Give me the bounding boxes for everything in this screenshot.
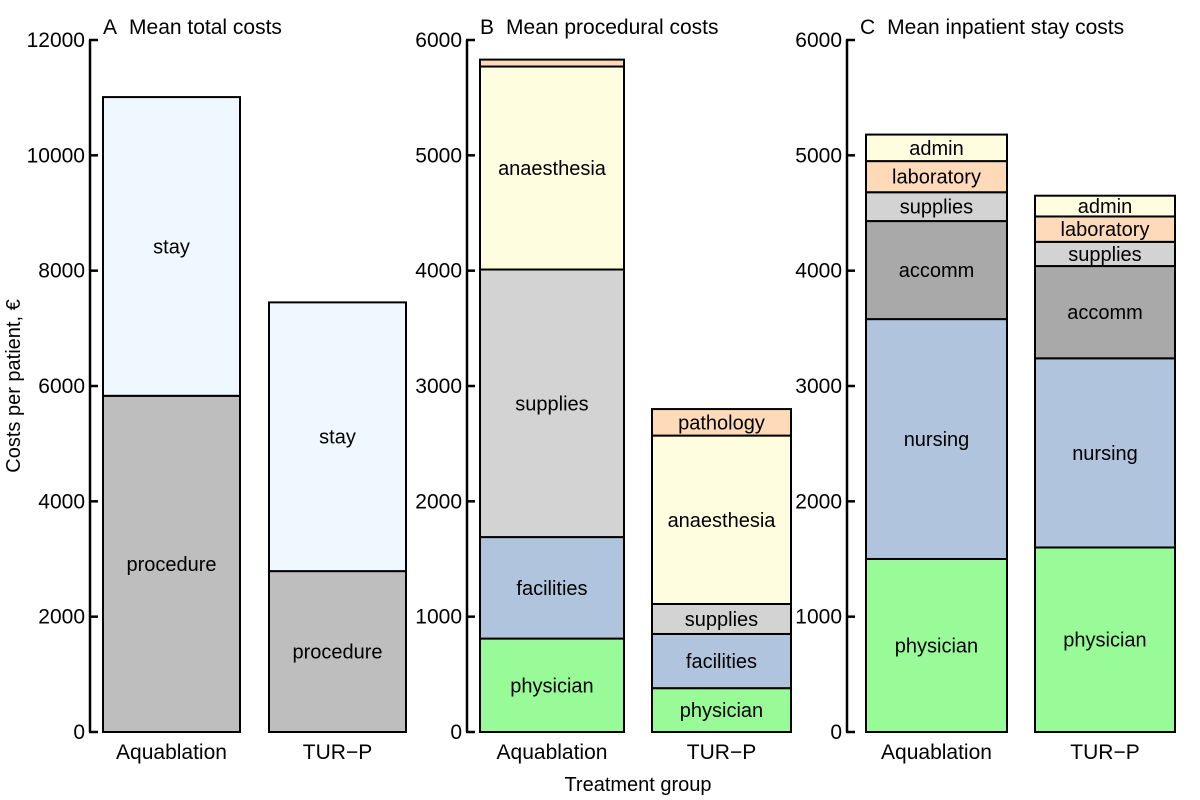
segment-label: supplies xyxy=(515,393,588,415)
y-tick-label: 1000 xyxy=(415,606,462,629)
segment-label: accomm xyxy=(899,260,975,282)
segment-label: laboratory xyxy=(1061,219,1150,241)
panel-letter: C xyxy=(860,16,875,39)
segment-label: nursing xyxy=(1072,443,1138,465)
y-tick-label: 6000 xyxy=(415,29,462,52)
bar-segment-anaesthesia xyxy=(479,65,625,271)
bar-segment-admin xyxy=(1034,194,1176,218)
bar-segment-pathology xyxy=(479,58,625,68)
segment-label: physician xyxy=(510,675,593,697)
bar-segment-supplies xyxy=(479,268,625,539)
y-tick-label: 0 xyxy=(830,721,842,744)
segment-label: accomm xyxy=(1067,302,1143,324)
bar-stack: procedure stay xyxy=(268,301,407,733)
y-tick-label: 5000 xyxy=(415,144,462,167)
bar-segment-nursing xyxy=(865,318,1008,560)
y-tick-label: 3000 xyxy=(795,375,842,398)
panel-title-text: Mean procedural costs xyxy=(506,16,718,39)
segment-label: admin xyxy=(1078,196,1132,218)
bar-segment-anaesthesia xyxy=(651,434,792,605)
y-tick-label: 2000 xyxy=(795,490,842,513)
bar-segment-accomm xyxy=(865,220,1008,321)
x-category-label: TUR−P xyxy=(1070,741,1139,764)
bar-stack: physician facilities supplies anaesthesia xyxy=(479,58,625,734)
panel-b: 0 1000 2000 3000 4000 5000 6000 B Mean procedura… xyxy=(415,16,792,764)
y-tick-label: 0 xyxy=(450,721,462,744)
panel-title: C Mean inpatient stay costs xyxy=(860,16,1124,39)
panel-title-text: Mean total costs xyxy=(129,16,282,39)
segment-label: facilities xyxy=(516,578,587,600)
segment-label: supplies xyxy=(1068,244,1141,266)
y-tick-label: 0 xyxy=(73,721,85,744)
segment-label: stay xyxy=(319,427,356,449)
y-tick-label: 4000 xyxy=(415,260,462,283)
bar-stack: physician nursing accomm supplies laboratory… xyxy=(1034,194,1176,734)
segment-label: supplies xyxy=(900,197,973,219)
bar-stack: physician facilities supplies anaesthesia pa… xyxy=(651,408,792,734)
bar-segment-stay xyxy=(268,301,407,573)
segment-label: anaesthesia xyxy=(668,510,777,532)
panel-letter: B xyxy=(480,16,494,39)
y-tick-label: 2000 xyxy=(38,606,85,629)
panel-a: 0 2000 4000 6000 8000 10000 12000 A Mean total c… xyxy=(27,16,407,764)
segment-label: nursing xyxy=(904,429,970,451)
segment-label: physician xyxy=(895,636,978,658)
y-tick-label: 12000 xyxy=(27,29,85,52)
panel-title: B Mean procedural costs xyxy=(480,16,718,39)
segment-label: physician xyxy=(680,700,763,722)
segment-label: stay xyxy=(153,236,190,258)
y-tick-label: 6000 xyxy=(795,29,842,52)
y-tick-label: 2000 xyxy=(415,490,462,513)
segment-label: procedure xyxy=(126,554,216,576)
x-axis-title: Treatment group xyxy=(564,774,711,796)
y-tick-label: 6000 xyxy=(38,375,85,398)
segment-label: pathology xyxy=(678,412,765,434)
y-tick-label: 3000 xyxy=(415,375,462,398)
bar-segment-procedure xyxy=(268,570,407,733)
y-tick-label: 4000 xyxy=(795,260,842,283)
x-category-label: Aquablation xyxy=(497,741,608,764)
panel-c: 0 1000 2000 3000 4000 5000 6000 C Mean inpatient… xyxy=(795,16,1176,764)
x-category-label: TUR−P xyxy=(687,741,756,764)
segment-label: admin xyxy=(909,138,963,160)
bar-segment-pathology xyxy=(651,408,792,437)
segment-label: facilities xyxy=(686,651,757,673)
x-category-label: Aquablation xyxy=(116,741,227,764)
segment-label: procedure xyxy=(292,642,382,664)
bar-segment-nursing xyxy=(1034,357,1176,549)
panel-letter: A xyxy=(103,16,117,39)
segment-label: physician xyxy=(1063,630,1146,652)
bar-segment-procedure xyxy=(102,394,241,733)
bar-segment-accomm xyxy=(1034,265,1176,360)
y-tick-label: 8000 xyxy=(38,260,85,283)
bar-segment-facilities xyxy=(651,632,792,690)
y-tick-label: 5000 xyxy=(795,144,842,167)
segment-label: supplies xyxy=(685,609,758,631)
bar-stack: procedure stay xyxy=(102,96,241,733)
bar-stack: physician nursing accomm supplies laboratory… xyxy=(865,133,1008,733)
bar-segment-admin xyxy=(865,133,1008,163)
y-tick-label: 4000 xyxy=(38,490,85,513)
bar-segment-stay xyxy=(102,96,241,397)
bar-segment-facilities xyxy=(479,536,625,640)
segment-label: anaesthesia xyxy=(498,158,607,180)
panel-title: A Mean total costs xyxy=(103,16,282,39)
bar-segment-laboratory xyxy=(1034,215,1176,243)
bar-segment-physician xyxy=(479,637,625,734)
y-axis-title: Costs per patient, € xyxy=(3,299,25,472)
bar-segment-physician xyxy=(651,687,792,734)
panel-title-text: Mean inpatient stay costs xyxy=(887,16,1124,39)
bar-segment-physician xyxy=(1034,546,1176,734)
segment-label: laboratory xyxy=(892,167,981,189)
x-category-label: Aquablation xyxy=(881,741,992,764)
bar-segment-supplies xyxy=(865,191,1008,223)
x-category-label: TUR−P xyxy=(303,741,372,764)
y-tick-label: 10000 xyxy=(27,144,85,167)
y-tick-label: 1000 xyxy=(795,606,842,629)
